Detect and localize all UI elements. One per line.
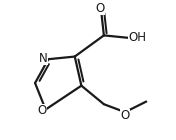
Text: OH: OH (129, 31, 147, 44)
Text: O: O (120, 109, 130, 122)
Text: O: O (95, 2, 105, 15)
Text: N: N (39, 52, 48, 65)
Text: O: O (37, 104, 46, 117)
